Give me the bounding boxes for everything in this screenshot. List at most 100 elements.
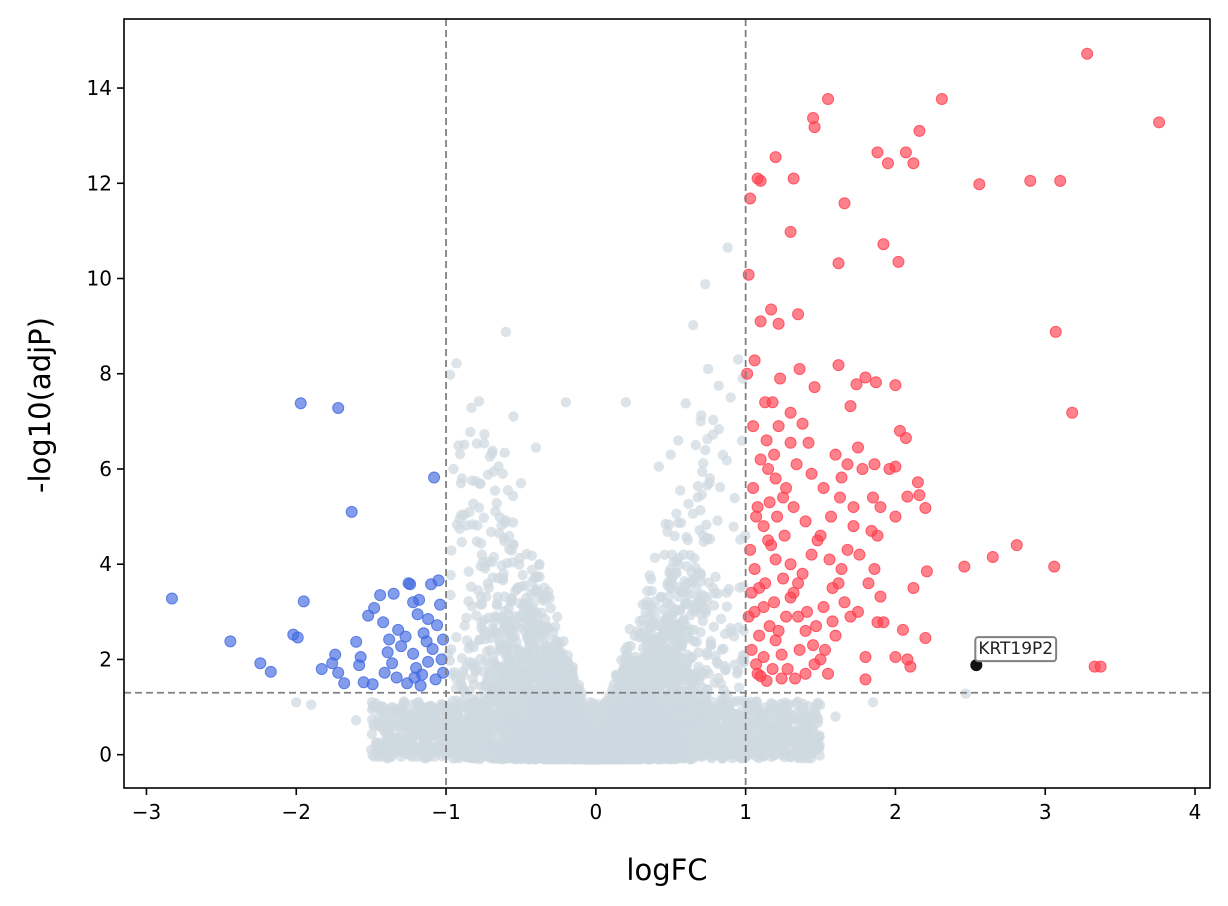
ns-point (692, 480, 704, 492)
ns-point (466, 600, 478, 612)
ns-point (707, 429, 719, 440)
ns-point (735, 534, 746, 545)
ns-point (532, 586, 544, 598)
ns-point (445, 644, 457, 655)
ns-point (475, 478, 486, 489)
ns-point (729, 492, 740, 504)
ns-point (451, 632, 462, 643)
ns-point (712, 515, 723, 526)
ns-point (459, 439, 470, 450)
ns-point (649, 552, 661, 563)
ns-point (697, 530, 709, 541)
ns-point (466, 475, 478, 486)
ns-point (507, 490, 519, 502)
ns-point (471, 438, 483, 449)
ns-point (673, 559, 684, 571)
ns-point (456, 536, 467, 548)
ns-point (715, 613, 727, 625)
ns-point (659, 549, 670, 560)
ns-point (690, 439, 701, 451)
ns-point (471, 610, 482, 621)
ns-point (490, 506, 501, 517)
ns-point (728, 521, 739, 532)
ns-point (720, 664, 731, 676)
ns-point (731, 668, 743, 679)
ns-point (734, 582, 745, 593)
ns-point (721, 601, 733, 612)
ns-point (640, 631, 652, 642)
ns-point (514, 597, 525, 609)
ns-point (688, 574, 700, 586)
ns-point (614, 680, 625, 692)
ns-point (479, 429, 490, 440)
ns-point (465, 426, 476, 438)
ns-point (667, 672, 678, 683)
ns-point (499, 591, 510, 602)
ns-point (736, 435, 748, 446)
ns-point (683, 654, 695, 665)
ns-point (506, 545, 517, 556)
ns-point (502, 627, 513, 638)
ns-point (513, 650, 524, 662)
ns-point (733, 622, 744, 633)
ns-point (563, 663, 574, 675)
ns-point (529, 628, 541, 640)
ns-point (696, 589, 708, 600)
ns-point (696, 466, 708, 477)
ns-point (693, 647, 704, 658)
ns-point (514, 552, 525, 564)
ns-point (644, 570, 655, 581)
ns-point (646, 585, 657, 596)
ns-point (686, 566, 697, 578)
ns-point (480, 633, 491, 645)
ns-point (698, 602, 710, 614)
ns-point (454, 513, 465, 524)
ns-point (503, 603, 514, 614)
ns-point (466, 402, 477, 414)
ns-point (509, 611, 520, 622)
ns-point (468, 498, 479, 509)
ns-point (499, 447, 510, 459)
ns-point (486, 448, 498, 459)
ns-point (444, 369, 456, 381)
ns-point (625, 667, 637, 678)
ns-point (695, 505, 706, 516)
ns-point (622, 641, 633, 652)
ns-point (687, 599, 699, 611)
ns-point (709, 677, 720, 688)
ns-point (488, 656, 500, 667)
ns-point (723, 583, 735, 595)
ns-point (446, 545, 457, 556)
ns-point (541, 640, 552, 651)
ns-point (496, 560, 507, 571)
ns-point (517, 569, 528, 581)
ns-point (455, 675, 466, 687)
ns-point (669, 605, 681, 616)
ns-point (485, 644, 496, 656)
ns-point (491, 598, 503, 609)
ns-point (545, 603, 556, 614)
ns-point (689, 624, 700, 636)
ns-point (685, 610, 696, 621)
ns-point (641, 599, 652, 610)
ns-point (465, 639, 477, 651)
ns-point (683, 498, 694, 510)
ns-point (454, 449, 466, 460)
ns-point (507, 668, 518, 679)
ns-point (534, 558, 545, 570)
ns-point (717, 449, 729, 461)
ns-point (526, 550, 537, 561)
ns-point (465, 581, 477, 592)
ns-point (529, 655, 540, 667)
ns-point (660, 518, 671, 530)
ns-point (478, 512, 490, 523)
ns-point (445, 589, 456, 601)
ns-point (640, 651, 651, 662)
ns-point (447, 669, 459, 680)
ns-point (681, 586, 693, 598)
ns-point (497, 574, 509, 586)
ns-point (476, 598, 488, 610)
ns-point (503, 530, 515, 542)
